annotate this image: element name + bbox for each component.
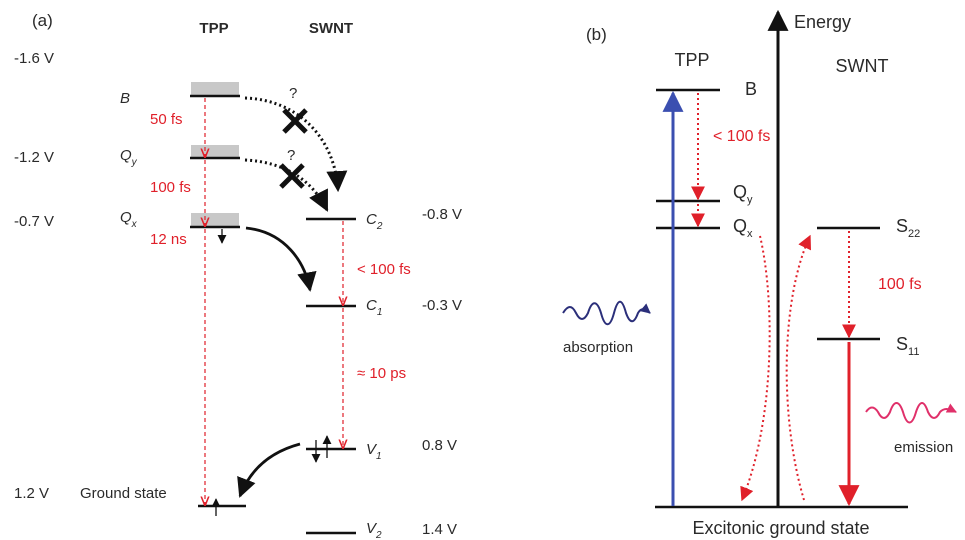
question-mark-lower: ? [287, 147, 295, 164]
potential-qx: -0.7 V [14, 213, 54, 230]
s11-label: S11 [896, 334, 919, 358]
time-label-b-1: < 100 fs [713, 128, 770, 145]
potential-c2: -0.8 V [422, 206, 462, 223]
absorption-wave-icon [562, 300, 651, 326]
absorption-label: absorption [563, 339, 633, 356]
potential-v1: 0.8 V [422, 437, 457, 454]
time-label-b-2: 100 fs [878, 276, 922, 293]
emission-wave-icon [865, 402, 957, 424]
time-qy-to-qx: 100 fs [150, 179, 191, 196]
panel-b: (b) Energy Excitonic ground state TPP SW… [562, 9, 957, 538]
b-label-b: B [745, 79, 757, 99]
transfer-curve-qx-down [740, 235, 771, 502]
qx-label-b: Qx [733, 216, 753, 240]
s22-label: S22 [896, 216, 920, 240]
emission-label: emission [894, 439, 953, 456]
energy-transfer-qx-to-c1 [245, 226, 317, 292]
level-qy-label: Qy [120, 147, 138, 168]
tpp-header: TPP [674, 50, 709, 70]
qy-level-band [191, 145, 239, 158]
level-c2-label: C2 [366, 211, 383, 232]
time-b-to-qy: 50 fs [150, 111, 183, 128]
excitonic-ground-label: Excitonic ground state [692, 518, 869, 538]
level-qx-label: Qx [120, 209, 138, 230]
panel-a-label: (a) [32, 11, 53, 30]
panel-b-label: (b) [586, 25, 607, 44]
potential-qy: -1.2 V [14, 149, 54, 166]
qx-level-band [191, 213, 239, 227]
question-mark-upper: ? [289, 85, 297, 102]
qy-label-b: Qy [733, 182, 753, 206]
panel-a: (a) TPP SWNT -1.6 V -1.2 V -0.7 V 1.2 V … [14, 11, 462, 540]
potential-c1: -0.3 V [422, 297, 462, 314]
back-transfer-v1-to-ground [237, 442, 301, 498]
blocked-x-mark-lower [279, 163, 305, 189]
level-c1-label: C1 [366, 297, 382, 318]
swnt-header: SWNT [836, 56, 889, 76]
level-b-label: B [120, 90, 130, 107]
level-v1-label: V1 [366, 441, 382, 462]
b-level-band [191, 82, 239, 96]
swnt-column-header: SWNT [309, 20, 353, 37]
blocked-x-mark-upper [282, 108, 308, 134]
time-c2-to-c1: < 100 fs [357, 261, 411, 278]
blocked-transfer-qy-to-c2 [244, 158, 329, 212]
potential-ground: 1.2 V [14, 485, 49, 502]
ground-state-label: Ground state [80, 485, 167, 502]
level-v2-label: V2 [366, 520, 382, 540]
transfer-curve-up-s22 [785, 234, 812, 501]
tpp-column-header: TPP [199, 20, 228, 37]
energy-axis-label: Energy [794, 12, 851, 32]
potential-v2: 1.4 V [422, 521, 457, 538]
time-qx-to-ground: 12 ns [150, 231, 187, 248]
potential-b: -1.6 V [14, 50, 54, 67]
time-c1-to-v1: ≈ 10 ps [357, 365, 406, 382]
